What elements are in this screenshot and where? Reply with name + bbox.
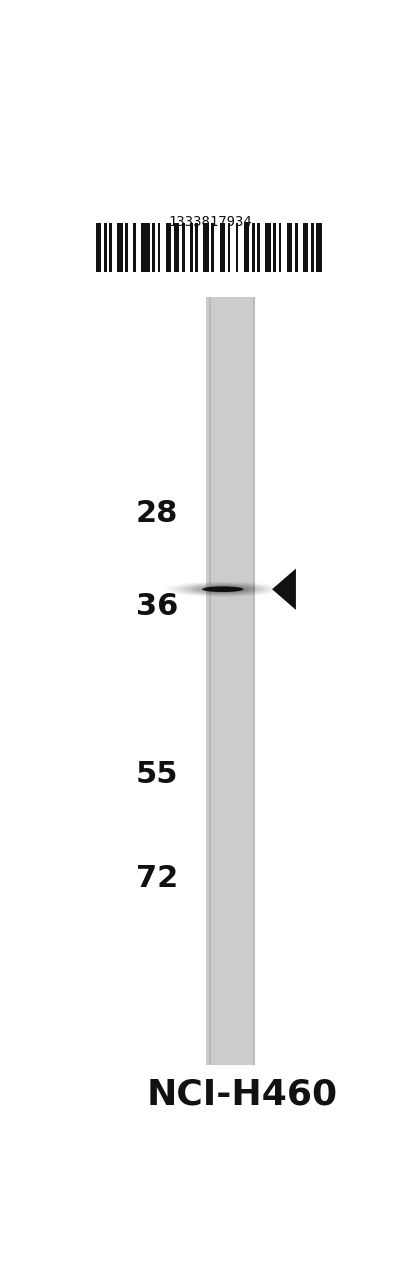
Bar [195,223,198,271]
Bar [117,223,122,271]
Polygon shape [272,568,295,611]
Text: 36: 36 [136,593,178,622]
Bar [109,223,112,271]
Bar [286,223,292,271]
Ellipse shape [186,584,258,594]
Ellipse shape [176,582,269,595]
Bar [294,223,297,271]
Bar [203,223,208,271]
Bar [103,223,106,271]
Ellipse shape [191,585,253,594]
Bar [173,223,179,271]
Bar [165,223,171,271]
Bar [251,223,254,271]
Bar [265,223,270,271]
Bar [133,223,136,271]
Bar [96,223,101,271]
Text: 72: 72 [136,864,178,892]
Bar [235,223,238,271]
Bar [252,297,255,1065]
Bar [243,223,249,271]
Bar [157,223,160,271]
Bar [141,223,149,271]
Text: 55: 55 [135,760,178,788]
Bar [208,297,211,1065]
Text: 1333817934: 1333817934 [168,215,252,229]
Bar [152,223,155,271]
Bar [182,223,184,271]
Bar [316,223,321,271]
Bar [302,223,308,271]
Bar [189,223,192,271]
Ellipse shape [202,586,243,593]
Bar [278,223,281,271]
Text: 28: 28 [136,499,178,527]
Bar [206,297,255,1065]
Ellipse shape [181,584,263,595]
Bar [211,223,213,271]
Ellipse shape [202,586,243,593]
Bar [273,223,275,271]
Bar [227,223,230,271]
Bar [256,223,259,271]
Ellipse shape [197,586,248,593]
Bar [125,223,128,271]
Bar [310,223,313,271]
Bar [219,223,225,271]
Text: NCI-H460: NCI-H460 [146,1078,337,1112]
